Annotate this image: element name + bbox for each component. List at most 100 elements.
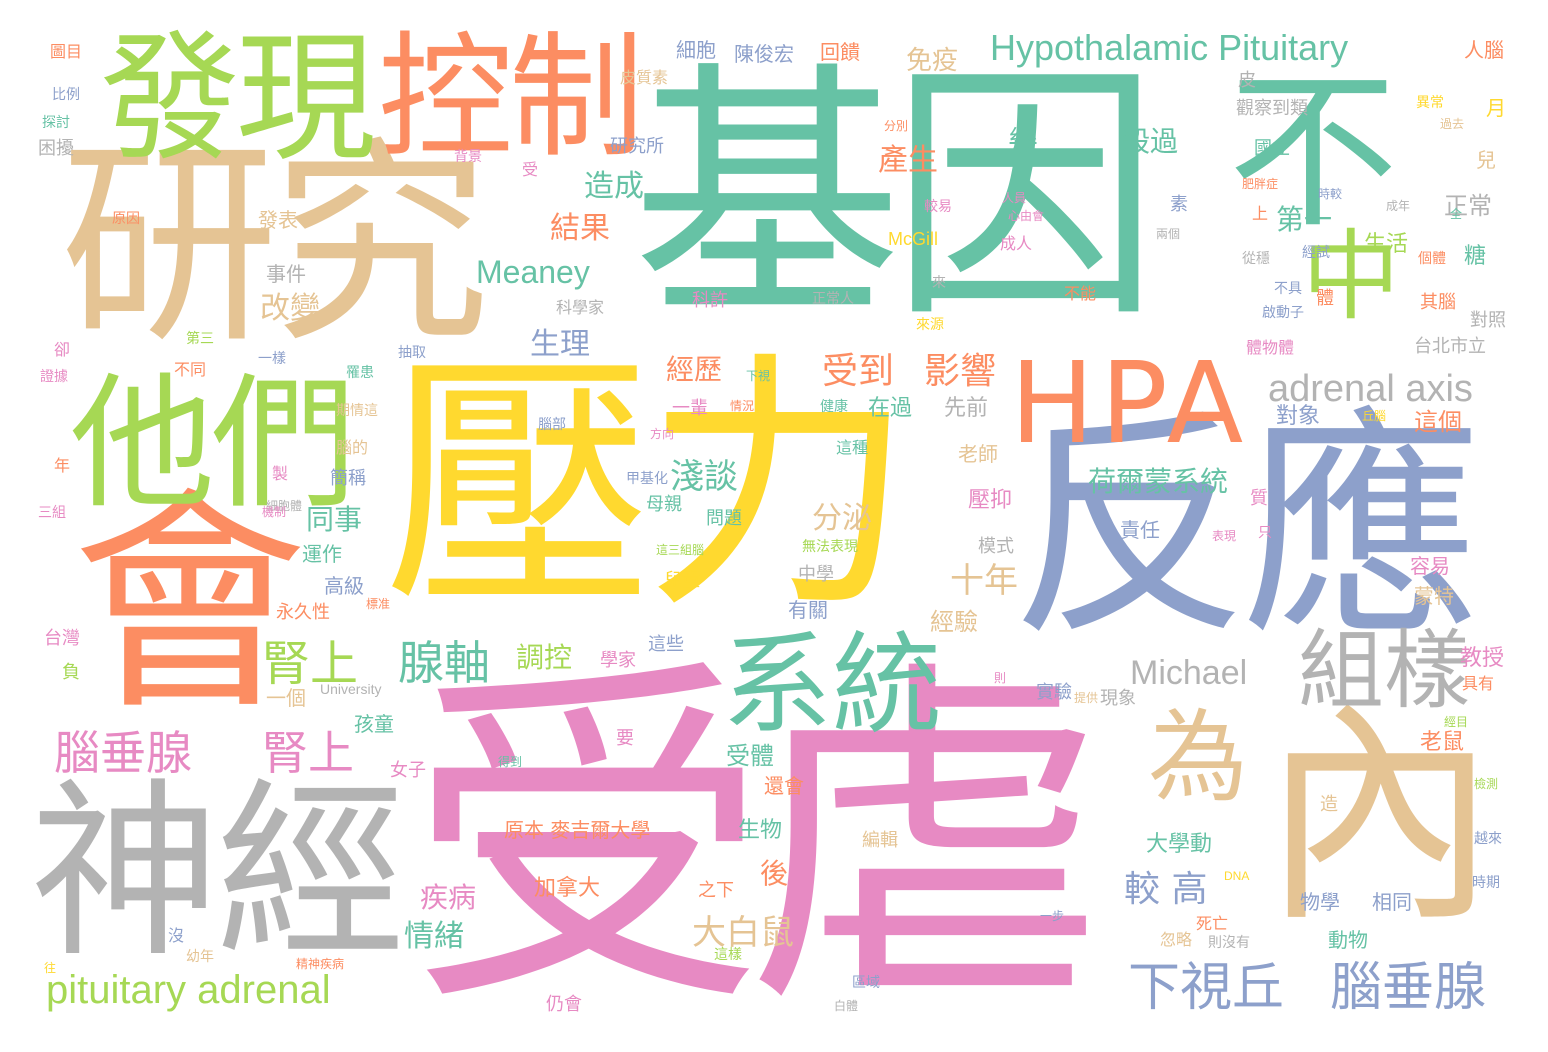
word: 產生 [878,143,938,178]
word: 這三組腦 [656,543,705,557]
word: 生物 [738,818,783,843]
word: 死亡 [1196,914,1229,933]
word: 仍會 [546,994,582,1015]
word: 還會 [764,774,804,798]
word: 區域 [852,975,880,991]
word: 原因 [112,211,140,227]
word: 反應 [1010,388,1482,668]
word: 蒙特 [1414,584,1454,608]
word: 負 [62,662,80,683]
word: 實驗 [1036,682,1072,703]
word: 兩個 [1156,227,1181,241]
word: 壓抑 [968,488,1013,513]
word: 機制 [262,505,287,519]
word: 檢測 [1474,777,1499,791]
word: 情況 [730,399,755,413]
word: 細胞體 [266,499,303,513]
word: 加拿大 [534,876,601,901]
word: 相同 [1372,890,1412,914]
word: 來源 [916,317,944,333]
word: 受到 [822,351,895,392]
word: 荷爾蒙系統 [1088,465,1229,498]
word: 表現 [1212,529,1237,543]
word: 腺軸 [398,636,490,690]
word: 物學 [1300,890,1340,914]
word: 啟動子 [1262,305,1304,321]
word: 動物 [1328,928,1368,952]
word: 證據 [40,369,68,385]
word: 個體 [1418,251,1446,267]
word: 經歷 [666,353,723,386]
word: 現象 [1100,688,1136,709]
word: 較 高 [1124,869,1208,910]
word: 異常 [1416,95,1444,111]
word: 標准 [366,597,391,611]
word: 受虐 [408,632,1106,1051]
word: 回饋 [820,40,860,64]
word: 觀察到類 [1236,98,1308,119]
word: 質 [1250,488,1268,509]
word: 分別 [884,119,909,133]
word: 改變 [260,291,320,326]
word: 造成 [584,169,644,204]
word: 腎上 [262,636,359,692]
word: 生活 [1364,232,1409,257]
word: 精神疾病 [296,957,345,971]
word: 事件 [266,262,306,286]
word: 生理 [530,327,590,362]
word: 幼年 [186,949,214,965]
word: adrenal axis [1268,368,1473,410]
word: 結果 [550,211,610,246]
word: 腦垂腺 [1330,958,1487,1018]
word: 問題 [706,508,742,529]
word: 罹患 [346,365,374,381]
word: 基因 [632,39,1160,354]
word: DNA [1224,869,1250,883]
word: 心由會 [1008,209,1045,223]
word: 中 [1302,220,1401,334]
word: 比例 [52,87,80,103]
word: 下視 [746,369,771,383]
word: 神經 [30,762,406,983]
word: 年 [54,456,71,475]
word: 腦垂腺 [54,726,192,780]
word: 探討 [42,115,70,131]
word: 一輩 [672,398,708,419]
word: 科學家 [556,298,605,317]
word: 同事 [306,503,363,536]
word: 甲基化 [626,471,668,487]
word: 往 [44,961,57,975]
word: 發表 [258,208,298,232]
word: 台北市立 [1414,336,1486,357]
word: 研究所 [610,136,664,157]
word: 殺過 [1122,125,1179,158]
word: 背景 [454,149,482,165]
word: 無法表現 [802,539,858,555]
word: 責任 [1120,518,1160,542]
word: 時期 [1472,875,1500,891]
word: 在過 [868,396,913,421]
word: 提供 [1074,691,1099,705]
word: 正常人 [812,291,854,307]
word: 過去 [1440,117,1465,131]
word: 國立 [1254,138,1290,159]
word: 幾 [1008,125,1038,160]
word: 圖目 [50,42,83,61]
word: 這個 [1414,408,1462,436]
word: 腦部 [538,417,566,433]
word: 其腦 [1420,292,1456,313]
word: 要 [616,728,634,749]
word: 沒 [168,926,185,945]
word: 具有 [1462,674,1495,693]
word: 越來 [1474,831,1502,847]
word: 白體 [834,999,859,1013]
word: 則沒有 [1208,935,1250,951]
word: 全 [1450,207,1463,221]
word: 皮 [1238,70,1256,91]
word: 抽取 [398,345,426,361]
word: 月 [1486,96,1506,120]
word: 內 [1262,681,1497,954]
word: 調控 [516,641,573,674]
word: 只 [1258,525,1272,541]
